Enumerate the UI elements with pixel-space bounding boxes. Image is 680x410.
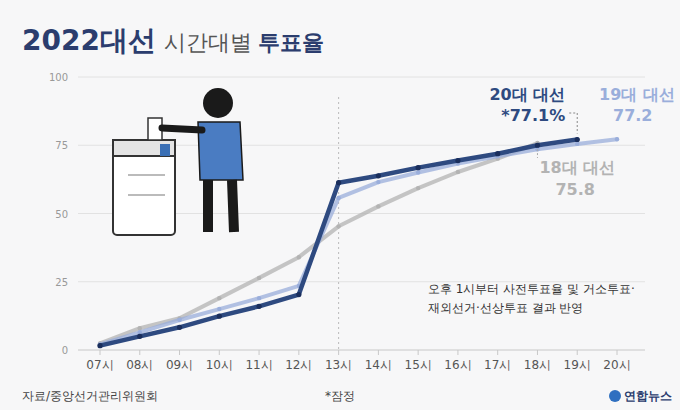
illustration bbox=[113, 88, 243, 235]
title: 2022대선 bbox=[22, 24, 156, 57]
ballot-box-line bbox=[128, 174, 165, 176]
x-tick bbox=[617, 350, 618, 355]
note: *잠정 bbox=[325, 389, 355, 403]
series-marker bbox=[97, 343, 102, 348]
person-arm bbox=[162, 128, 202, 130]
y-tick-label: 75 bbox=[55, 140, 68, 151]
x-tick-label: 14시 bbox=[365, 358, 392, 372]
series-marker bbox=[495, 151, 500, 156]
ballot-box-line bbox=[128, 194, 165, 196]
leader-line bbox=[569, 113, 577, 134]
annotation: 오후 1시부터 사전투표율 및 거소투표· bbox=[428, 282, 635, 296]
series-marker bbox=[256, 304, 261, 309]
x-tick bbox=[139, 350, 140, 355]
x-tick-label: 11시 bbox=[245, 358, 272, 372]
person-legs bbox=[208, 180, 234, 232]
data-label: 75.8 bbox=[555, 180, 594, 199]
series-marker bbox=[177, 318, 181, 322]
ballot-box-mark bbox=[160, 144, 170, 156]
series-marker bbox=[376, 180, 380, 184]
series-marker bbox=[376, 173, 381, 178]
x-tick bbox=[338, 350, 339, 355]
series-marker bbox=[217, 296, 221, 300]
chart: 2022대선 시간대별투표율 0 25 50 75 100 07시 08시 09시 10시 11시 12… bbox=[0, 0, 680, 410]
data-label: 77.2 bbox=[613, 106, 652, 125]
x-tick-label: 19시 bbox=[564, 358, 591, 372]
plot-area bbox=[97, 137, 619, 348]
series-marker bbox=[257, 276, 261, 280]
x-tick-label: 13시 bbox=[325, 358, 352, 372]
x-tick-label: 08시 bbox=[126, 358, 153, 372]
series-marker bbox=[296, 292, 301, 297]
x-tick bbox=[179, 350, 180, 355]
series-marker bbox=[376, 204, 380, 208]
source: 자료/중앙선거관리위원회 bbox=[22, 389, 158, 403]
series-marker bbox=[575, 142, 579, 146]
series-marker bbox=[456, 170, 460, 174]
x-tick bbox=[457, 350, 458, 355]
ballot-box-lid bbox=[113, 140, 175, 156]
series-marker bbox=[615, 137, 619, 141]
series-marker bbox=[336, 180, 341, 185]
x-tick-label: 12시 bbox=[285, 358, 312, 372]
series-marker bbox=[336, 224, 340, 228]
annotation-line bbox=[338, 97, 339, 350]
series-marker bbox=[297, 255, 301, 259]
x-tick-label: 20시 bbox=[603, 358, 630, 372]
x-tick-label: 07시 bbox=[86, 358, 113, 372]
x-tick bbox=[298, 350, 299, 355]
series-marker bbox=[137, 334, 142, 339]
grid-line bbox=[78, 350, 645, 351]
grid-line bbox=[78, 77, 645, 78]
series-marker bbox=[416, 165, 421, 170]
credit: 연합뉴스 bbox=[624, 389, 672, 403]
series-marker bbox=[416, 170, 420, 174]
series-label: 18대 대선 bbox=[539, 158, 615, 177]
series-label: 19대 대선 bbox=[599, 85, 675, 104]
x-tick bbox=[378, 350, 379, 355]
x-tick bbox=[577, 350, 578, 355]
x-tick-label: 16시 bbox=[444, 358, 471, 372]
x-tick bbox=[259, 350, 260, 355]
data-label: *77.1% bbox=[501, 106, 565, 125]
x-tick-label: 18시 bbox=[524, 358, 551, 372]
title: 시간대별 bbox=[164, 30, 252, 55]
y-tick-label: 50 bbox=[55, 209, 68, 220]
x-tick bbox=[219, 350, 220, 355]
series-marker bbox=[416, 186, 420, 190]
series-label: 20대 대선 bbox=[489, 85, 565, 104]
x-tick bbox=[537, 350, 538, 355]
series-marker bbox=[455, 158, 460, 163]
x-tick bbox=[100, 350, 101, 355]
x-tick-label: 15시 bbox=[405, 358, 432, 372]
series-marker bbox=[336, 196, 340, 200]
title: 투표율 bbox=[258, 30, 324, 55]
series-marker bbox=[177, 325, 182, 330]
ballot-box bbox=[113, 140, 175, 235]
series-marker bbox=[575, 137, 580, 142]
x-tick-label: 17시 bbox=[484, 358, 511, 372]
series-marker bbox=[138, 326, 142, 330]
x-tick bbox=[418, 350, 419, 355]
series-marker bbox=[217, 314, 222, 319]
background bbox=[0, 0, 680, 410]
series-marker bbox=[217, 307, 221, 311]
y-tick-label: 100 bbox=[49, 72, 68, 83]
annotation: 재외선거·선상투표 결과 반영 bbox=[428, 301, 583, 315]
y-tick-label: 25 bbox=[55, 277, 68, 288]
person-head bbox=[203, 88, 233, 118]
x-tick-label: 10시 bbox=[206, 358, 233, 372]
x-tick bbox=[497, 350, 498, 355]
series-marker bbox=[535, 143, 540, 148]
series-line bbox=[100, 139, 617, 344]
series-marker bbox=[257, 296, 261, 300]
credit-logo bbox=[609, 390, 621, 402]
leader-line bbox=[537, 149, 538, 158]
x-tick-label: 09시 bbox=[166, 358, 193, 372]
y-tick-label: 0 bbox=[62, 345, 68, 356]
